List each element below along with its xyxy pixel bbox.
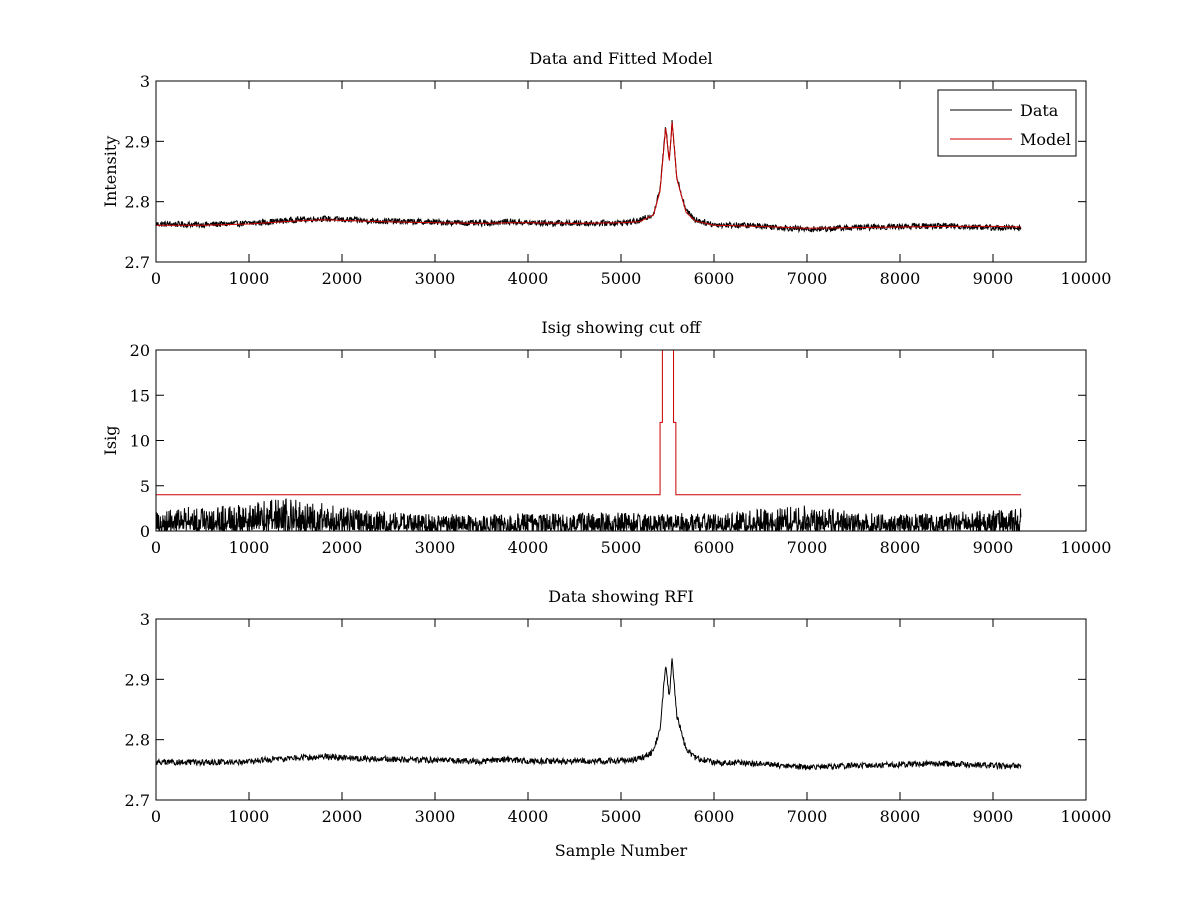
x-tick-label: 6000	[694, 807, 735, 826]
x-tick-label: 8000	[880, 807, 921, 826]
x-tick-label: 10000	[1061, 807, 1112, 826]
x-tick-label: 6000	[694, 269, 735, 288]
x-tick-label: 2000	[322, 807, 363, 826]
x-axis-label: Sample Number	[555, 841, 688, 860]
y-tick-label: 15	[130, 386, 150, 405]
y-tick-label: 3	[140, 72, 150, 91]
y-tick-label: 2.7	[125, 253, 150, 272]
subplot-title: Isig showing cut off	[541, 318, 702, 337]
plot-area	[156, 119, 1022, 234]
y-tick-label: 0	[140, 522, 150, 541]
x-tick-label: 1000	[229, 269, 270, 288]
y-tick-label: 2.9	[125, 132, 150, 151]
y-tick-label: 3	[140, 610, 150, 629]
x-tick-label: 6000	[694, 538, 735, 557]
legend-entry: Data	[1020, 101, 1059, 120]
plot-area	[156, 658, 1022, 771]
x-tick-label: 5000	[601, 538, 642, 557]
x-tick-label: 8000	[880, 538, 921, 557]
x-tick-label: 9000	[973, 269, 1014, 288]
x-tick-label: 2000	[322, 538, 363, 557]
legend-box	[937, 89, 1077, 157]
x-tick-label: 5000	[601, 269, 642, 288]
x-tick-label: 0	[151, 807, 161, 826]
plot-area	[156, 350, 1022, 531]
x-tick-label: 0	[151, 538, 161, 557]
subplot-2: 0 1000 2000 3000 4000 5000 6000 7000 8000 9000 100…	[101, 318, 1111, 557]
x-tick-label: 4000	[508, 538, 549, 557]
x-tick-label: 1000	[229, 807, 270, 826]
x-tick-label: 4000	[508, 269, 549, 288]
y-tick-label: 2.8	[125, 193, 150, 212]
x-tick-label: 1000	[229, 538, 270, 557]
y-tick-label: 2.7	[125, 791, 150, 810]
y-tick-label: 2.9	[125, 670, 150, 689]
x-tick-label: 7000	[787, 807, 828, 826]
x-tick-label: 0	[151, 269, 161, 288]
x-tick-label: 2000	[322, 269, 363, 288]
x-tick-label: 5000	[601, 807, 642, 826]
x-tick-label: 3000	[415, 538, 456, 557]
x-tick-label: 8000	[880, 269, 921, 288]
x-tick-label: 3000	[415, 269, 456, 288]
x-tick-label: 10000	[1061, 269, 1112, 288]
x-tick-label: 7000	[787, 269, 828, 288]
y-axis-label: Intensity	[101, 136, 120, 208]
series-cut-off	[156, 350, 1021, 496]
y-axis-label: Isig	[101, 426, 120, 456]
subplot-title: Data and Fitted Model	[529, 49, 712, 68]
x-tick-label: 9000	[973, 538, 1014, 557]
subplot-3: 0 1000 2000 3000 4000 5000 6000 7000 8000 9000 100…	[125, 587, 1112, 860]
subplot-title: Data showing RFI	[548, 587, 693, 606]
legend-entry: Model	[1020, 130, 1071, 149]
x-tick-label: 4000	[508, 807, 549, 826]
series-isig	[156, 498, 1022, 531]
subplot-1: 0 1000 2000 3000 4000 5000 6000 7000 8000 9000 100…	[101, 49, 1111, 288]
x-tick-label: 7000	[787, 538, 828, 557]
y-tick-label: 2.8	[125, 731, 150, 750]
y-tick-label: 20	[130, 341, 150, 360]
x-tick-label: 10000	[1061, 538, 1112, 557]
legend: Data Model	[937, 89, 1077, 157]
y-tick-label: 10	[130, 432, 150, 451]
x-tick-label: 9000	[973, 807, 1014, 826]
series-model	[156, 121, 1021, 229]
x-tick-label: 3000	[415, 807, 456, 826]
series-data	[156, 658, 1022, 771]
y-tick-label: 5	[140, 477, 150, 496]
